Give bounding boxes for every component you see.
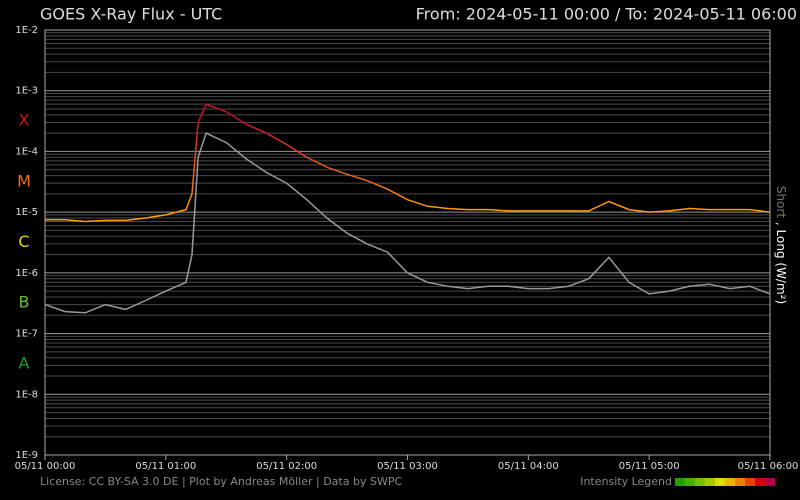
range-label: From: 2024-05-11 00:00 / To: 2024-05-11 … [416, 5, 797, 24]
x-tick-label: 05/11 02:00 [256, 461, 317, 472]
x-tick-label: 05/11 00:00 [15, 461, 76, 472]
legend-swatch [745, 478, 755, 486]
chart-title: GOES X-Ray Flux - UTC [40, 5, 222, 24]
flare-class-label: B [19, 293, 30, 312]
flare-class-label: M [17, 171, 31, 190]
legend-swatch [685, 478, 695, 486]
series-line [44, 132, 771, 314]
y-tick-label: 1E-3 [15, 86, 38, 97]
legend-swatch [705, 478, 715, 486]
legend-swatch [735, 478, 745, 486]
y-tick-label: 1E-9 [15, 450, 38, 461]
y-tick-label: 1E-2 [15, 25, 38, 36]
y-label-separator: , [775, 222, 789, 226]
legend-swatch [695, 478, 705, 486]
y-axis-label: Short , Long (W/m²) [775, 186, 789, 304]
x-tick-label: 05/11 03:00 [377, 461, 438, 472]
plot-frame [44, 29, 771, 456]
legend-title: Intensity Legend [580, 475, 672, 488]
y-tick-label: 1E-6 [15, 268, 38, 279]
y-label-short: Short [775, 186, 789, 218]
x-tick-label: 05/11 06:00 [738, 461, 799, 472]
flare-class-label: X [19, 111, 30, 130]
y-tick-label: 1E-5 [15, 207, 38, 218]
legend-swatch [715, 478, 725, 486]
y-label-long: Long (W/m²) [775, 230, 789, 305]
flare-class-label: A [19, 353, 30, 372]
legend-swatch [725, 478, 735, 486]
flare-class-label: C [18, 232, 29, 251]
legend-swatch [675, 478, 685, 486]
y-tick-label: 1E-7 [15, 329, 38, 340]
series-line [45, 103, 771, 223]
y-tick-label: 1E-4 [15, 146, 38, 157]
legend-swatch [755, 478, 765, 486]
legend-swatch [765, 478, 775, 486]
x-tick-label: 05/11 04:00 [498, 461, 559, 472]
y-tick-label: 1E-8 [15, 389, 38, 400]
footer: License: CC BY-SA 3.0 DE | Plot by Andre… [40, 475, 402, 488]
x-tick-label: 05/11 01:00 [135, 461, 196, 472]
x-tick-label: 05/11 05:00 [619, 461, 680, 472]
